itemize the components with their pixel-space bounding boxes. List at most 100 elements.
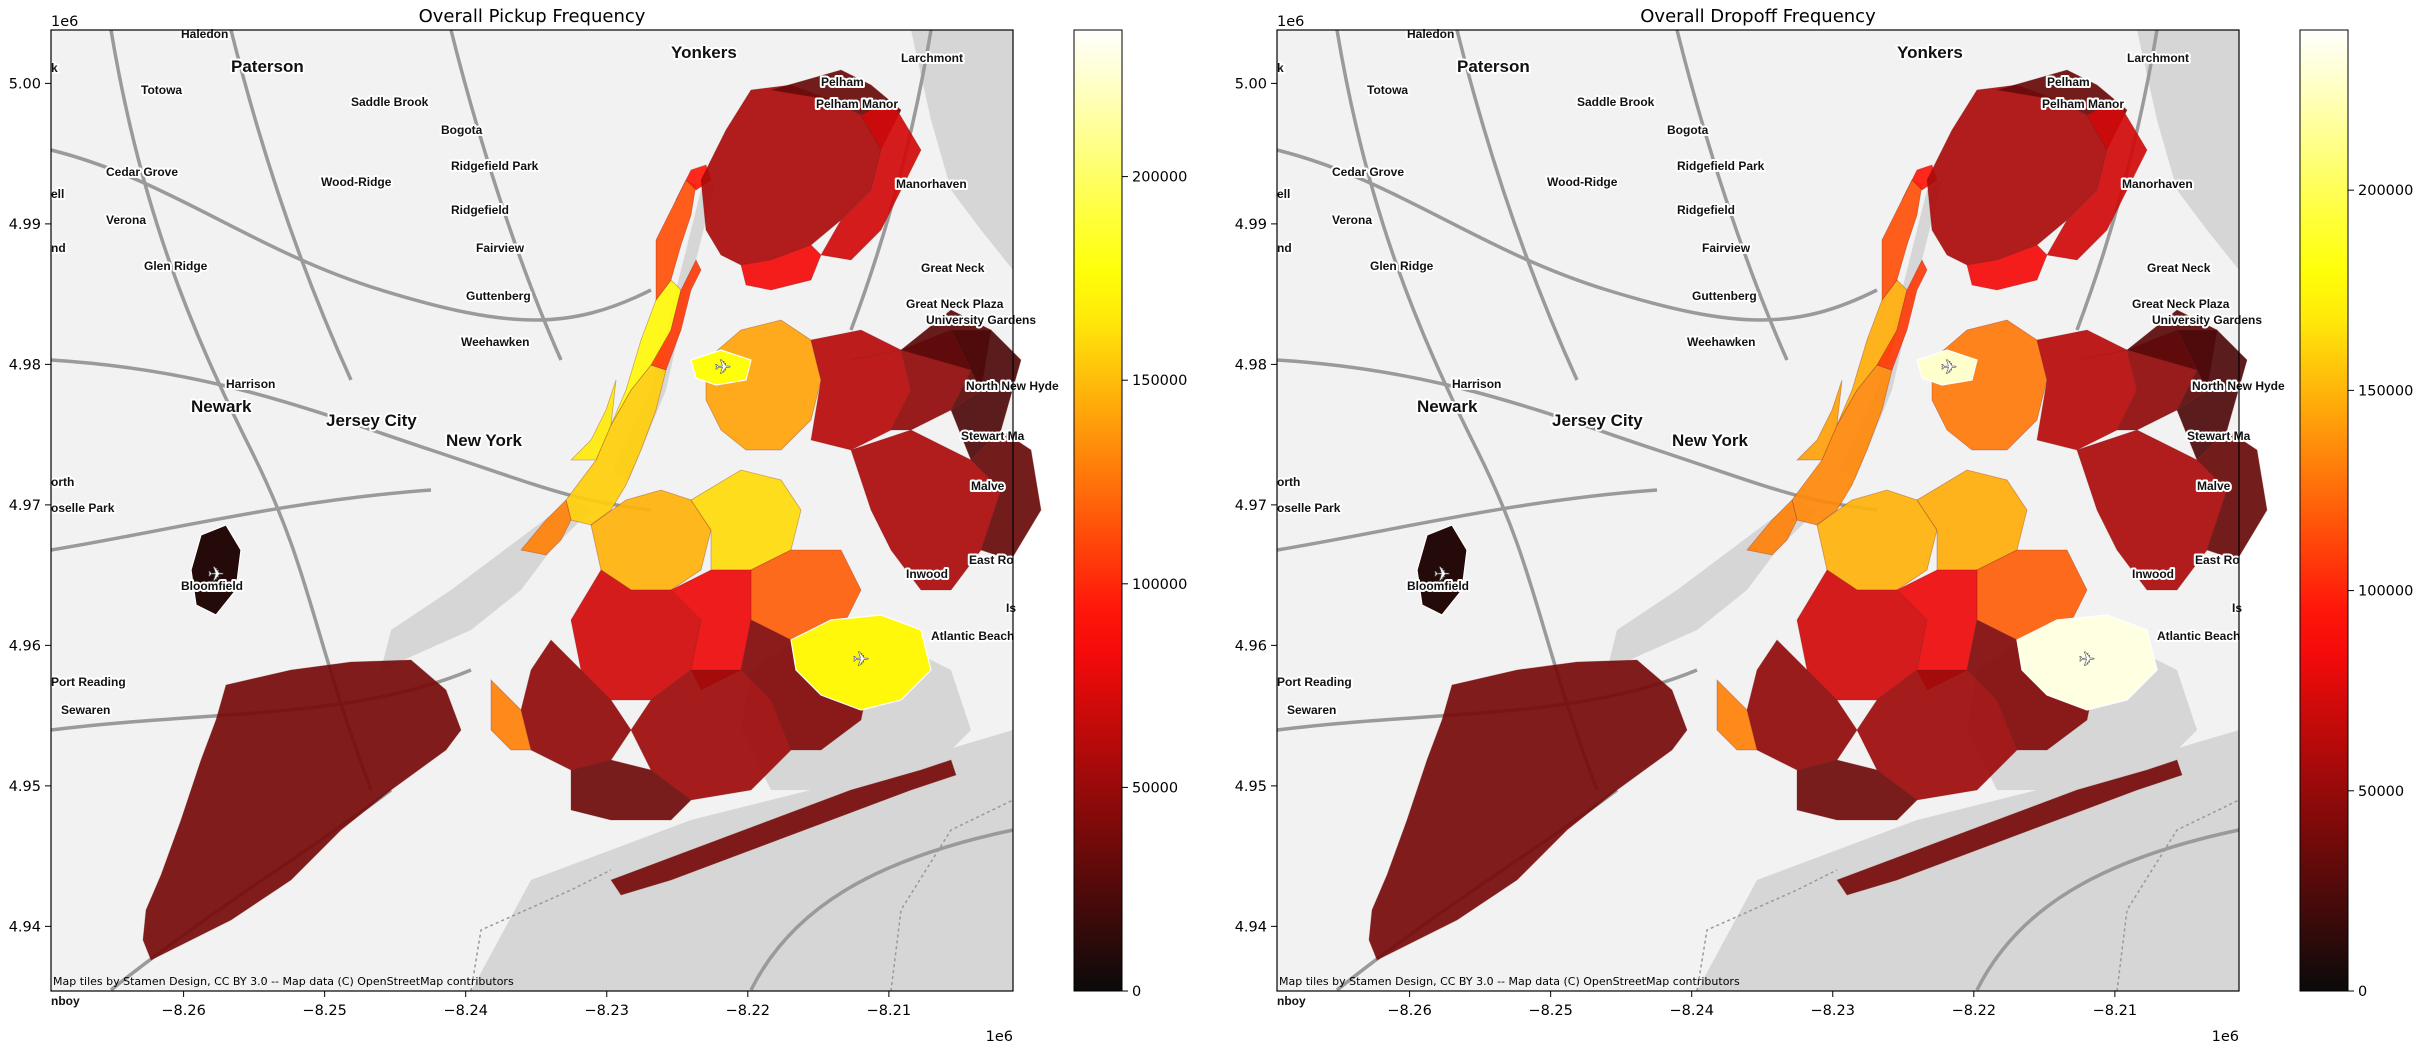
pickup-zone-rockaway — [610, 759, 957, 896]
dropoff-colorbar-tick-label: 50000 — [2358, 784, 2404, 800]
dropoff-y-tick-label: 4.96 — [1235, 638, 1267, 654]
dropoff-boundary-line-1 — [1696, 869, 1838, 992]
pickup-place-label: Glen Ridge — [144, 259, 208, 273]
pickup-zone-flatbush — [630, 669, 792, 801]
pickup-place-label: Atlantic Beach — [931, 629, 1014, 643]
pickup-colorbar-tick-label: 100000 — [1132, 577, 1187, 593]
dropoff-road-1 — [1335, 29, 1599, 791]
pickup-boundary-line-1 — [470, 869, 612, 992]
dropoff-place-label: nboy — [1277, 994, 1306, 1008]
pickup-axes-frame — [50, 29, 1014, 992]
pickup-colorbar-tick-label: 50000 — [1132, 780, 1178, 796]
dropoff-place-label: Bloomfield — [1407, 579, 1469, 593]
dropoff-place-label: Great Neck — [2147, 261, 2211, 275]
dropoff-place-label: Paterson — [1457, 57, 1530, 76]
dropoff-place-label: Ridgefield — [1677, 203, 1735, 217]
dropoff-title: Overall Dropoff Frequency — [1640, 6, 1876, 27]
pickup-place-label: Ridgefield Park — [451, 159, 539, 173]
pickup-zone-jamaica — [850, 429, 1002, 591]
pickup-colorbar-tick-label: 150000 — [1132, 373, 1187, 389]
dropoff-place-label: Jersey City — [1552, 411, 1643, 430]
dropoff-x-tick-label: −8.22 — [1952, 1003, 1996, 1019]
pickup-y-tick-label: 5.00 — [9, 76, 41, 92]
pickup-x-tick-label: −8.22 — [726, 1003, 770, 1019]
pickup-zone-financial-district — [520, 499, 572, 556]
pickup-zone-chelsea — [570, 379, 617, 461]
dropoff-x-tick-label: −8.24 — [1669, 1003, 1713, 1019]
pickup-place-label: Great Neck — [921, 261, 985, 275]
pickup-airport-ewr — [190, 524, 242, 616]
dropoff-place-label: Great Neck Plaza — [2132, 297, 2230, 311]
pickup-place-label: New York — [446, 431, 522, 450]
dropoff-zone-staten-island — [1368, 659, 1688, 961]
dropoff-zone-long-island-city — [1931, 319, 2048, 451]
pickup-place-label: Wood-Ridge — [321, 175, 392, 189]
dropoff-attribution: Map tiles by Stamen Design, CC BY 3.0 --… — [1279, 975, 1740, 988]
pickup-place-label: Bogota — [441, 123, 483, 137]
pickup-place-label: Jersey City — [326, 411, 417, 430]
pickup-place-label: nd — [51, 241, 66, 255]
pickup-attribution: Map tiles by Stamen Design, CC BY 3.0 --… — [53, 975, 514, 988]
pickup-place-label: Stewart Ma — [961, 429, 1025, 443]
pickup-map-axes: ✈ ✈ ✈ Haledon Yonkers Paterson Larchmont Pelham… — [49, 25, 1061, 1010]
pickup-place-label: Weehawken — [461, 335, 529, 349]
dropoff-place-label: Stewart Ma — [2187, 429, 2251, 443]
dropoff-place-label: Manorhaven — [2122, 177, 2193, 191]
pickup-place-label: Ridgefield — [451, 203, 509, 217]
pickup-y-offset: 1e6 — [51, 14, 78, 30]
pickup-place-label: Manorhaven — [896, 177, 967, 191]
pickup-airport-lga-icon: ✈ — [715, 355, 732, 379]
dropoff-zone-queens-southeast — [2196, 429, 2268, 561]
pickup-place-label: Malve — [971, 479, 1005, 493]
dropoff-x-tick-label: −8.25 — [1528, 1003, 1572, 1019]
dropoff-zone-bushwick — [1976, 549, 2088, 641]
dropoff-road-5 — [1675, 29, 1789, 361]
pickup-hudson-river — [613, 180, 716, 480]
pickup-place-label: Verona — [106, 213, 146, 227]
pickup-place-label: Port Reading — [51, 675, 126, 689]
dropoff-colorbar — [2299, 29, 2349, 992]
pickup-place-label: Great Neck Plaza — [906, 297, 1004, 311]
pickup-y-tick-label: 4.95 — [9, 779, 41, 795]
pickup-place-label: Cedar Grove — [106, 165, 178, 179]
dropoff-place-label: orth — [1277, 475, 1300, 489]
pickup-x-tick-label: −8.21 — [867, 1003, 911, 1019]
pickup-figure: ✈ ✈ ✈ Haledon Yonkers Paterson Larchmont Pelham… — [9, 6, 1188, 1042]
dropoff-zone-flatbush — [1856, 669, 2018, 801]
dropoff-place-label: k — [1277, 61, 1284, 75]
pickup-road-1 — [109, 29, 373, 791]
pickup-place-label: Newark — [191, 397, 252, 416]
pickup-airport-jfk-icon: ✈ — [853, 647, 870, 671]
pickup-y-tick-label: 4.96 — [9, 638, 41, 654]
dropoff-y-tick-label: 4.99 — [1235, 217, 1267, 233]
pickup-zone-harlem — [655, 179, 697, 302]
pickup-place-label: Sewaren — [61, 703, 110, 717]
dropoff-place-label: Verona — [1332, 213, 1372, 227]
dropoff-zone-chelsea — [1796, 379, 1843, 461]
dropoff-airport-ewr-icon: ✈ — [1434, 562, 1451, 586]
dropoff-place-label: Pelham Manor — [2042, 97, 2124, 111]
dropoff-y-tick-label: 4.94 — [1235, 919, 1267, 935]
pickup-airport-jfk — [790, 614, 932, 711]
pickup-road-3 — [229, 29, 353, 381]
dropoff-hudson-river — [1839, 180, 1942, 480]
pickup-road-4 — [50, 488, 432, 552]
dropoff-place-label: Weehawken — [1687, 335, 1755, 349]
dropoff-place-label: oselle Park — [1277, 501, 1341, 515]
pickup-place-label: University Gardens — [926, 313, 1036, 327]
pickup-long-island-sound — [911, 30, 1013, 270]
dropoff-zone-rockaway — [1836, 759, 2183, 896]
pickup-place-label: Is — [1006, 601, 1016, 615]
dropoff-colorbar-tick-label: 100000 — [2358, 584, 2413, 600]
dropoff-road-4 — [1276, 488, 1658, 552]
pickup-y-tick-label: 4.99 — [9, 217, 41, 233]
dropoff-place-label: East Ro — [2195, 553, 2240, 567]
pickup-y-tick-label: 4.97 — [9, 498, 41, 514]
dropoff-colorbar-tick-label: 200000 — [2358, 183, 2413, 199]
pickup-boundary-line-2 — [890, 799, 1014, 992]
pickup-zone-red-hook — [490, 679, 532, 751]
dropoff-airport-ewr — [1416, 524, 1468, 616]
dropoff-zone-red-hook — [1716, 679, 1758, 751]
pickup-title: Overall Pickup Frequency — [419, 6, 646, 27]
dropoff-y-tick-label: 4.98 — [1235, 357, 1267, 373]
